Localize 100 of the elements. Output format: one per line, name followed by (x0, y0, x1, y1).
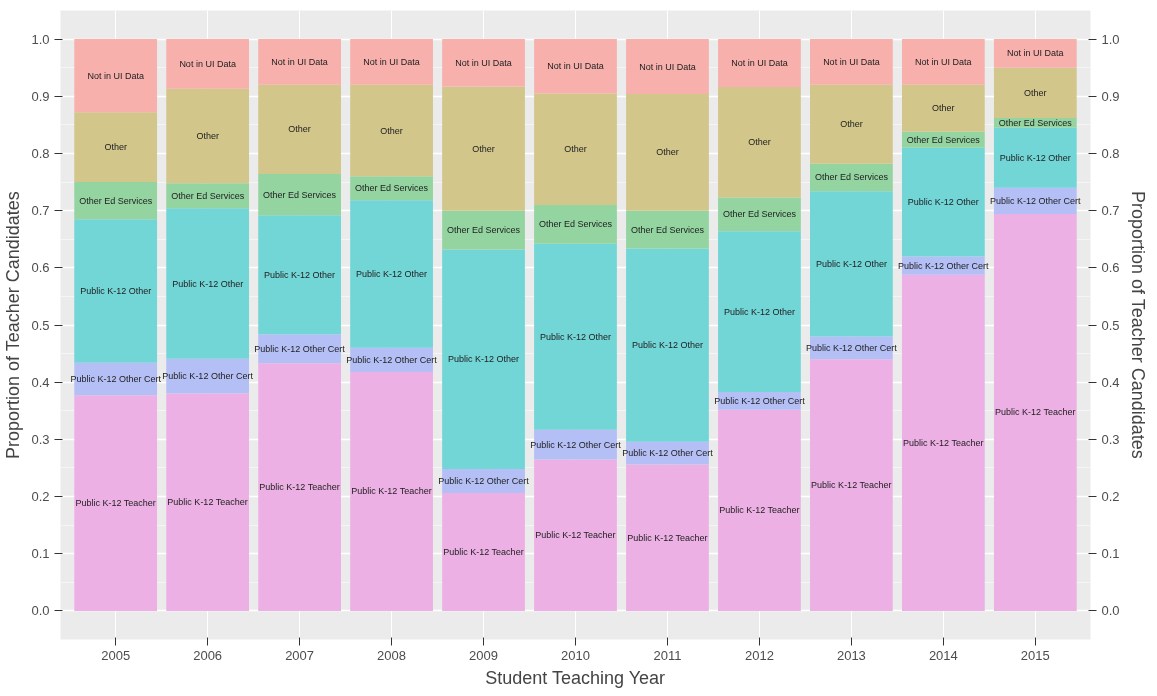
text: Other (840, 119, 863, 130)
x-tick-label: 2010 (561, 647, 590, 663)
text: Other Ed Services (79, 195, 153, 206)
series-label: Public K-12 Other (448, 354, 520, 365)
y-tick-label: 0.2 (31, 489, 50, 505)
text: Public K-12 Other Cert (530, 439, 621, 450)
x-tick-label: 2011 (653, 647, 682, 663)
text: Other Ed Services (263, 189, 337, 200)
y2-axis-title: Proportion of Teacher Candidates (1127, 190, 1148, 459)
text: Other Ed Services (171, 190, 245, 201)
text: Public K-12 Teacher (535, 530, 616, 541)
y-tick-label: 1.0 (31, 31, 50, 47)
text: Public K-12 Other Cert (622, 448, 713, 459)
text: Public K-12 Other (723, 306, 795, 317)
text: Other Ed Services (355, 183, 429, 194)
y-tick-label: 0.5 (31, 317, 50, 333)
y2-tick-label: 0.5 (1101, 317, 1120, 333)
text: Not in UI Data (639, 61, 696, 72)
text: Public K-12 Other Cert (70, 374, 161, 385)
y2-tick-label: 0.2 (1101, 489, 1120, 505)
series-label: Public K-12 Teacher (995, 407, 1076, 418)
text: Other (196, 131, 219, 142)
text: Public K-12 Other Cert (898, 260, 989, 271)
x-tick-label: 2012 (744, 647, 774, 663)
y2-tick-label: 0.6 (1101, 260, 1120, 276)
y-tick-label: 0.7 (31, 203, 50, 219)
text: Public K-12 Teacher (167, 497, 248, 508)
y-tick-label: 0.0 (31, 603, 50, 619)
y2-tick-label: 0.9 (1101, 88, 1120, 104)
text: Public K-12 Other (815, 258, 887, 269)
text: Public K-12 Other Cert (806, 342, 897, 353)
x-tick-label: 2009 (469, 647, 498, 663)
text: Not in UI Data (823, 56, 880, 67)
x-axis-title: Student Teaching Year (485, 667, 666, 688)
text: Public K-12 Other Cert (254, 343, 345, 354)
text: Public K-12 Teacher (811, 480, 892, 491)
text: Other Ed Services (538, 219, 613, 230)
x-tick-label: 2015 (1020, 647, 1050, 663)
y2-tick-label: 0.1 (1101, 546, 1120, 562)
y2-tick-label: 0.0 (1101, 603, 1120, 619)
series-label: Not in UI Data (1007, 48, 1064, 59)
text: Public K-12 Teacher (903, 437, 984, 448)
text: Not in UI Data (915, 56, 972, 67)
text: Public K-12 Teacher (627, 532, 708, 543)
text: Not in UI Data (547, 61, 604, 72)
y-tick-label: 0.9 (31, 88, 50, 104)
text: Other (472, 143, 495, 154)
text: Other Ed Services (722, 209, 796, 220)
text: Other Ed Services (906, 134, 980, 145)
y2-tick-label: 0.4 (1101, 374, 1120, 390)
series-label: Other (932, 103, 955, 114)
text: Not in UI Data (731, 58, 788, 69)
x-tick-label: 2014 (928, 647, 958, 663)
y2-tick-label: 1.0 (1101, 31, 1120, 47)
text: Not in UI Data (455, 57, 512, 68)
text: Other (380, 125, 403, 136)
text: Public K-12 Other Cert (714, 395, 805, 406)
y-tick-label: 0.3 (31, 431, 50, 447)
text: Public K-12 Teacher (351, 486, 432, 497)
text: Public K-12 Other (356, 269, 428, 280)
text: Public K-12 Teacher (443, 547, 524, 558)
y-axis-title: Proportion of Teacher Candidates (3, 191, 24, 460)
x-tick-label: 2007 (285, 647, 315, 663)
text: Public K-12 Other (631, 340, 703, 351)
text: Public K-12 Other (999, 152, 1071, 163)
text: Other (288, 124, 311, 135)
y-tick-label: 0.6 (31, 260, 50, 276)
y-tick-label: 0.8 (31, 145, 50, 161)
text: Not in UI Data (87, 70, 144, 81)
y2-tick-label: 0.7 (1101, 203, 1120, 219)
series-label: Public K-12 Other Cert (438, 476, 530, 487)
x-tick-label: 2013 (836, 647, 866, 663)
text: Public K-12 Other Cert (162, 371, 253, 382)
text: Public K-12 Other (539, 331, 612, 342)
text: Other (564, 144, 587, 155)
text: Public K-12 Other (264, 269, 336, 280)
text: Public K-12 Other Cert (990, 195, 1081, 206)
text: Public K-12 Teacher (719, 505, 800, 516)
text: Public K-12 Other (80, 285, 152, 296)
text: Public K-12 Other (907, 197, 979, 208)
text: Public K-12 Teacher (75, 498, 156, 509)
y-tick-label: 0.1 (31, 546, 50, 562)
x-tick-label: 2006 (193, 647, 223, 663)
text: Public K-12 Other (172, 278, 244, 289)
text: Public K-12 Other Cert (346, 354, 437, 365)
x-tick-label: 2008 (377, 647, 407, 663)
y-tick-label: 0.4 (31, 374, 50, 390)
y2-tick-label: 0.3 (1101, 431, 1120, 447)
text: Other (748, 137, 771, 148)
text: Not in UI Data (271, 56, 328, 67)
text: Other (1024, 87, 1047, 98)
text: Other Ed Services (630, 224, 704, 235)
text: Other (656, 147, 679, 158)
text: Not in UI Data (179, 58, 236, 69)
text: Other Ed Services (447, 225, 521, 236)
text: Not in UI Data (363, 56, 420, 67)
text: Other Ed Services (814, 172, 888, 183)
series-label: Other Ed Services (998, 117, 1073, 128)
x-tick-label: 2005 (101, 647, 131, 663)
text: Other (104, 142, 127, 153)
